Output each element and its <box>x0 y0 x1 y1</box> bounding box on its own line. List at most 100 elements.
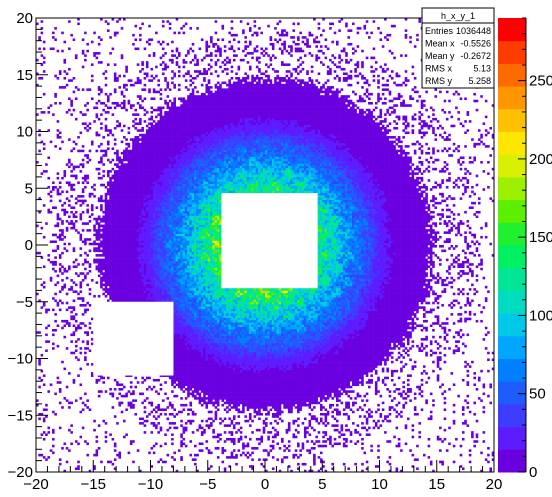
heat-cell <box>159 197 163 200</box>
heat-cell <box>168 297 172 300</box>
heat-cell <box>145 269 149 273</box>
heat-cell <box>136 163 140 166</box>
heat-cell <box>191 149 195 153</box>
heat-cell <box>106 224 110 228</box>
heat-cell <box>141 247 144 250</box>
heat-cell <box>168 167 172 171</box>
heat-cell <box>180 328 183 332</box>
heat-cell <box>113 217 117 221</box>
heat-cell <box>116 240 119 244</box>
heat-cell <box>159 142 163 146</box>
heat-cell <box>136 245 140 248</box>
heat-cell <box>42 56 46 60</box>
heat-cell <box>113 249 117 253</box>
heat-cell <box>127 233 131 237</box>
heat-cell <box>194 113 197 116</box>
heat-cell <box>123 276 126 280</box>
heat-cell <box>187 154 190 157</box>
heat-cell <box>132 272 135 275</box>
heat-cell <box>168 376 172 380</box>
heat-cell <box>49 240 53 244</box>
heat-cell <box>177 263 181 266</box>
heat-cell <box>120 27 124 30</box>
heat-cell <box>171 406 174 409</box>
heat-cell <box>166 374 170 377</box>
heat-cell <box>155 190 158 194</box>
heat-cell <box>155 129 158 132</box>
heat-cell <box>56 190 60 194</box>
heat-cell <box>145 154 149 157</box>
heat-cell <box>118 190 122 194</box>
heat-cell <box>194 151 197 155</box>
heat-cell <box>111 188 115 191</box>
heat-cell <box>143 185 147 189</box>
heat-cell <box>180 222 183 225</box>
heat-cell <box>129 179 133 182</box>
heat-cell <box>187 111 190 114</box>
heat-cell <box>127 249 131 253</box>
heat-cell <box>191 170 195 173</box>
heat-cell <box>145 215 149 219</box>
heat-cell <box>123 394 126 398</box>
heat-cell <box>116 260 119 264</box>
heat-cell <box>81 38 85 41</box>
heat-cell <box>54 27 57 30</box>
heat-cell <box>152 151 156 155</box>
heat-cell <box>161 204 165 207</box>
heat-cell <box>111 249 115 253</box>
heat-cell <box>171 256 174 259</box>
heat-cell <box>189 151 193 155</box>
heat-cell <box>125 297 128 300</box>
heat-cell <box>168 242 172 246</box>
heat-cell <box>145 376 149 380</box>
heat-cell <box>129 151 133 155</box>
heat-cell <box>113 224 117 228</box>
heat-cell <box>116 215 119 219</box>
heat-cell <box>68 79 71 82</box>
heat-cell <box>194 170 197 173</box>
heat-cell <box>104 229 108 232</box>
heat-cell <box>173 249 176 253</box>
heat-cell <box>118 294 122 298</box>
heat-cell <box>173 283 176 287</box>
heat-cell <box>157 136 160 139</box>
heat-cell <box>134 269 138 273</box>
heat-cell <box>106 274 110 278</box>
heat-cell <box>104 265 108 268</box>
heat-cell <box>104 256 108 259</box>
heat-cell <box>155 224 158 228</box>
heat-cell <box>79 111 83 114</box>
heat-cell <box>166 183 170 187</box>
heat-cell <box>159 129 163 132</box>
heat-cell <box>134 276 138 280</box>
heat-cell <box>68 97 71 101</box>
heat-cell <box>155 158 158 162</box>
heat-cell <box>175 220 179 223</box>
heat-cell <box>70 174 73 178</box>
heat-cell <box>166 42 170 46</box>
heat-cell <box>127 285 131 289</box>
heat-cell <box>104 92 108 96</box>
heat-cell <box>171 258 174 262</box>
heat-cell <box>136 247 140 250</box>
heat-cell <box>132 197 135 200</box>
heat-cell <box>198 442 202 446</box>
heat-cell <box>104 247 108 250</box>
heat-cell <box>194 256 197 259</box>
heat-cell <box>145 167 149 171</box>
heat-cell <box>127 294 131 298</box>
heat-cell <box>56 120 60 123</box>
heat-cell <box>184 422 188 425</box>
heat-cell <box>177 226 181 230</box>
heat-cell <box>125 251 128 255</box>
heat-cell <box>116 183 119 187</box>
heat-cell <box>141 192 144 196</box>
heat-cell <box>184 331 188 334</box>
heat-cell <box>38 47 41 51</box>
heat-cell <box>106 226 110 230</box>
heat-cell <box>61 406 64 409</box>
heat-cell <box>173 308 176 312</box>
heat-cell <box>161 245 165 248</box>
heat-cell <box>132 226 135 230</box>
heat-cell <box>175 108 179 112</box>
